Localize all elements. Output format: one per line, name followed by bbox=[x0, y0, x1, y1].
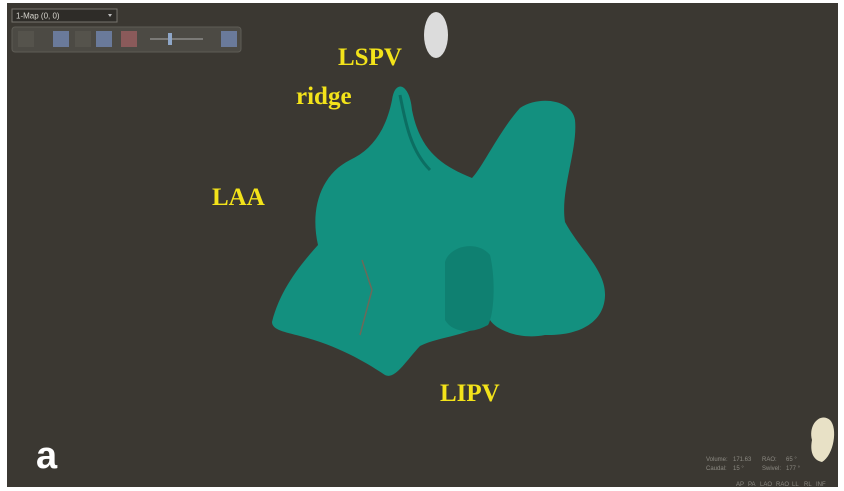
status-text: Caudal: bbox=[706, 466, 727, 472]
map-selector[interactable] bbox=[11, 8, 118, 23]
view-button[interactable]: LL bbox=[792, 482, 799, 488]
status-text: RAO: bbox=[762, 457, 777, 463]
view-button[interactable]: INF bbox=[816, 482, 826, 488]
tool-button[interactable] bbox=[96, 31, 112, 47]
orientation-heart bbox=[811, 417, 835, 462]
tool-button[interactable] bbox=[221, 31, 237, 47]
catheter-line bbox=[359, 259, 373, 336]
status-text: 171.63 bbox=[733, 457, 752, 463]
tool-button[interactable] bbox=[53, 31, 69, 47]
status-text: 177 ° bbox=[786, 466, 801, 472]
status-panel: Volume: 171.63 RAO: 65 ° Caudal: 15 ° Swivel: 1… bbox=[706, 457, 801, 472]
atrium-shading bbox=[398, 94, 432, 172]
status-text: Swivel: bbox=[762, 466, 781, 472]
map-selector-text: 1-Map (0, 0) bbox=[16, 12, 60, 21]
view-button[interactable]: LAO bbox=[760, 482, 772, 488]
annotation: ridge bbox=[296, 83, 352, 110]
atrium-shading bbox=[445, 246, 494, 332]
annotation: LAA bbox=[212, 184, 265, 211]
status-text: 15 ° bbox=[733, 466, 744, 472]
tool-button[interactable] bbox=[121, 31, 137, 47]
atrium-model bbox=[272, 86, 606, 376]
panel-label: a bbox=[36, 435, 58, 477]
status-text: 65 ° bbox=[786, 457, 797, 463]
view-buttons: AP PA LAO RAO LL RL INF bbox=[736, 482, 826, 488]
view-button[interactable]: RL bbox=[804, 482, 812, 488]
view-button[interactable]: PA bbox=[748, 482, 756, 488]
view-button[interactable]: AP bbox=[736, 482, 744, 488]
orientation-marker bbox=[424, 12, 448, 58]
view-button[interactable]: RAO bbox=[776, 482, 789, 488]
tool-button[interactable] bbox=[75, 31, 91, 47]
dropdown-arrow bbox=[108, 14, 112, 17]
annotation: LSPV bbox=[338, 44, 402, 71]
slider-thumb[interactable] bbox=[168, 33, 172, 45]
tool-button[interactable] bbox=[18, 31, 34, 47]
status-text: Volume: bbox=[706, 457, 728, 463]
annotation: LIPV bbox=[440, 380, 500, 407]
